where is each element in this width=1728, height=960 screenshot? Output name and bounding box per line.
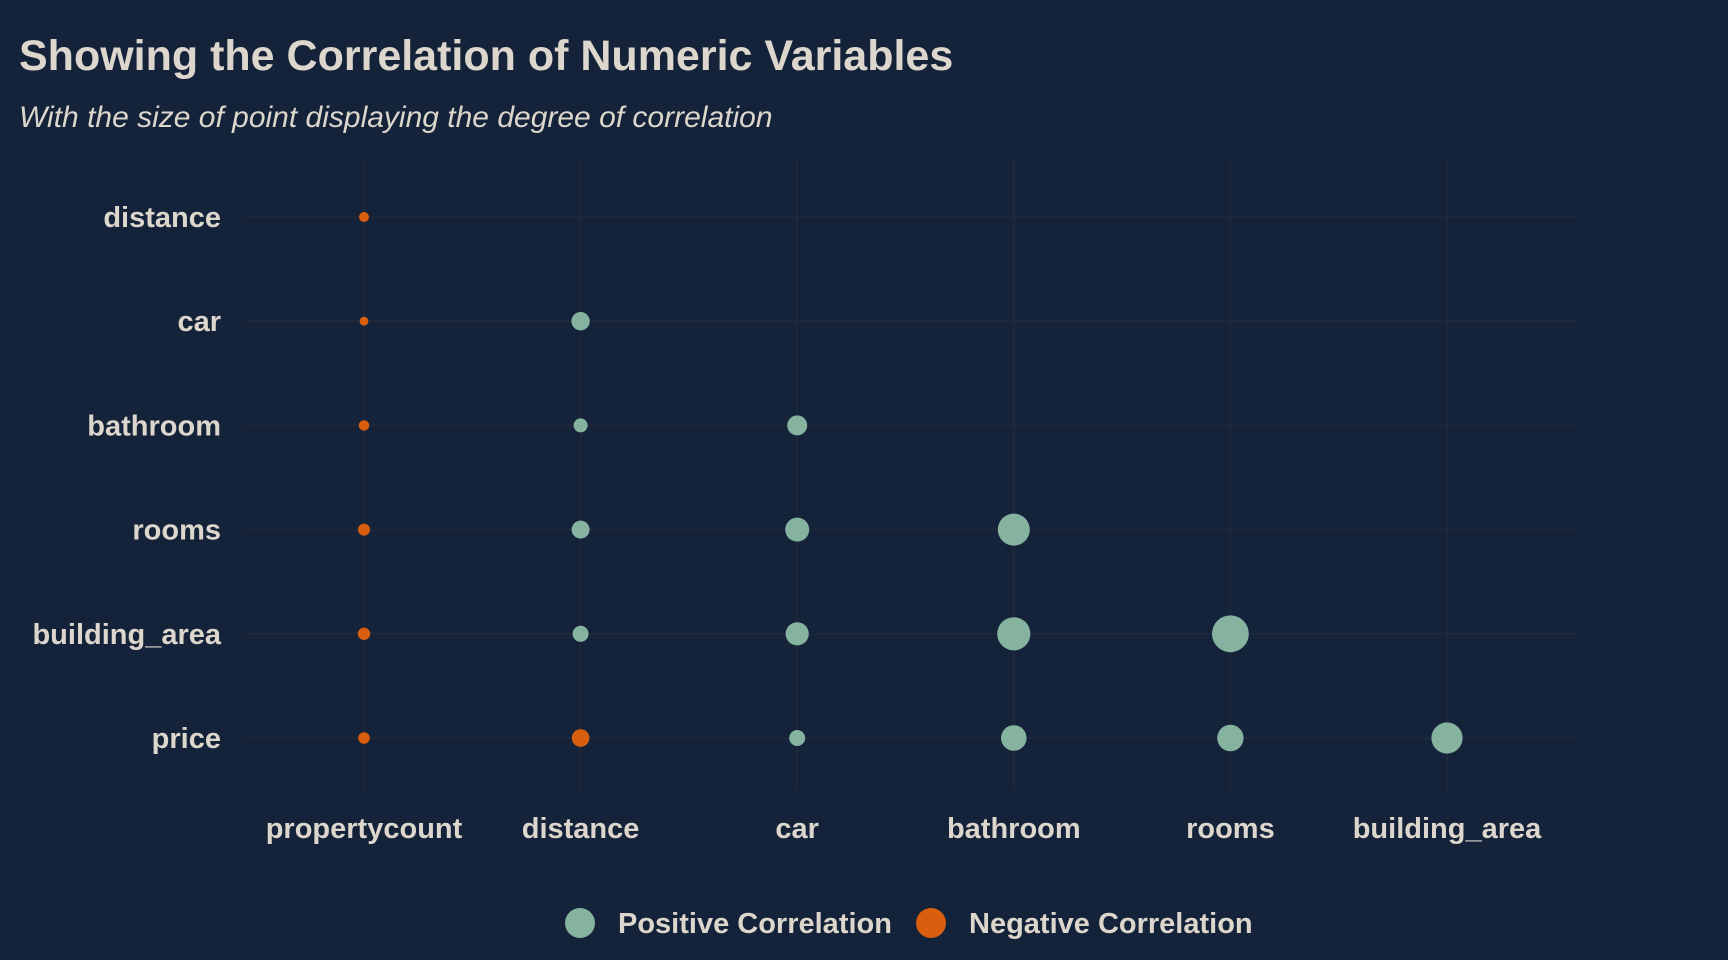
x-tick-label: bathroom bbox=[947, 813, 1081, 845]
correlation-point bbox=[573, 418, 588, 433]
correlation-point bbox=[997, 513, 1030, 546]
y-tick-label: rooms bbox=[132, 515, 221, 547]
correlation-point bbox=[359, 212, 369, 222]
legend-key bbox=[565, 908, 595, 938]
correlation-point bbox=[357, 627, 371, 640]
y-tick-label: bathroom bbox=[87, 410, 221, 442]
grid-lines bbox=[245, 160, 1578, 790]
x-tick-label: building_area bbox=[1353, 813, 1542, 845]
x-tick-label: rooms bbox=[1186, 813, 1275, 845]
correlation-point bbox=[1212, 615, 1249, 653]
correlation-point bbox=[1431, 722, 1463, 754]
correlation-point bbox=[571, 312, 590, 331]
legend-key bbox=[916, 908, 946, 938]
correlation-point bbox=[997, 617, 1031, 651]
legend: Positive Correlation Negative Correlation bbox=[565, 908, 1253, 940]
correlation-point bbox=[359, 316, 369, 326]
y-tick-label: building_area bbox=[32, 619, 221, 651]
correlation-point bbox=[358, 420, 370, 431]
correlation-points bbox=[357, 212, 1463, 754]
y-axis-labels: distance car bathroom rooms building_areapri… bbox=[32, 202, 221, 755]
correlation-point bbox=[1217, 724, 1244, 752]
chart-title: Showing the Correlation of Numeric Varia… bbox=[19, 32, 953, 80]
x-tick-label: distance bbox=[522, 813, 640, 845]
correlation-point bbox=[785, 622, 809, 646]
x-axis-labels: propertycount distance car bathroom rooms bui… bbox=[266, 813, 1542, 845]
correlation-point bbox=[789, 730, 806, 746]
correlation-point bbox=[787, 415, 808, 436]
legend-label: Negative Correlation bbox=[969, 908, 1253, 940]
legend-label: Positive Correlation bbox=[618, 908, 892, 940]
correlation-point bbox=[358, 523, 370, 536]
correlation-point bbox=[571, 729, 590, 747]
correlation-point bbox=[1001, 725, 1027, 751]
y-tick-label: price bbox=[152, 723, 221, 755]
correlation-point bbox=[572, 625, 589, 642]
chart-subtitle: With the size of point displaying the de… bbox=[19, 101, 773, 134]
x-tick-label: propertycount bbox=[266, 813, 463, 845]
correlation-point bbox=[785, 517, 810, 542]
correlation-point bbox=[358, 732, 370, 744]
y-tick-label: car bbox=[177, 306, 221, 338]
y-tick-label: distance bbox=[103, 202, 221, 234]
correlation-point bbox=[571, 520, 590, 539]
x-tick-label: car bbox=[775, 813, 819, 845]
